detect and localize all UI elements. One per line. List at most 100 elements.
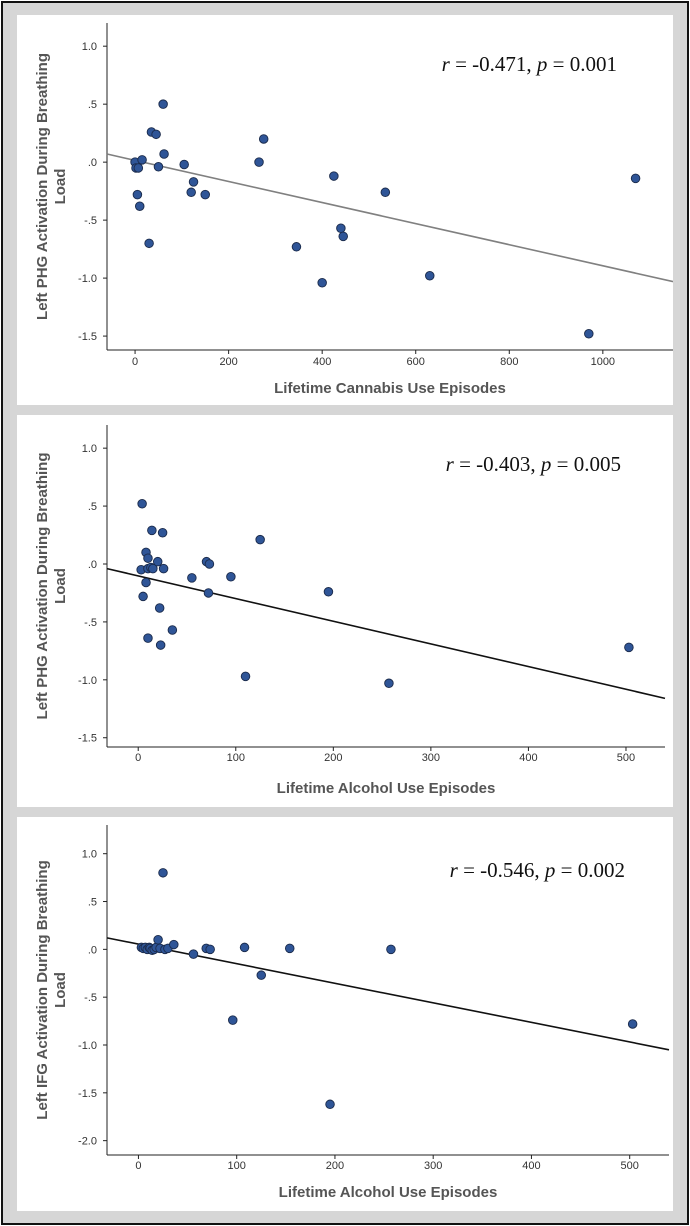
x-tick-label: 300 (422, 752, 440, 764)
data-point (158, 563, 169, 574)
y-tick-label: .5 (88, 501, 97, 513)
data-point (153, 935, 163, 945)
y-tick-label: -1.0 (78, 1040, 97, 1052)
r-value: = -0.546, (458, 858, 545, 882)
correlation-annotation: r = -0.403, p = 0.005 (446, 452, 621, 476)
data-point (143, 553, 153, 563)
data-point (167, 625, 178, 635)
x-tick-label: 600 (407, 356, 425, 368)
panel-alcohol-phg: 1.0 .5 .0 -.5 -1.0 -1.5 0 100 200 300 400 500 Lifeti… (17, 415, 673, 807)
y-tick-label: 1.0 (82, 41, 97, 53)
data-point (425, 271, 435, 281)
data-point (329, 171, 339, 181)
data-point (137, 499, 147, 509)
data-point (203, 588, 214, 598)
chart-alcohol-phg: 1.0 .5 .0 -.5 -1.0 -1.5 0 100 200 300 400 500 Lifeti… (34, 425, 666, 797)
data-point (169, 939, 179, 950)
data-point (154, 603, 165, 613)
p-symbol: p (535, 52, 548, 76)
y-tick-label: .0 (88, 559, 97, 571)
data-point (204, 559, 215, 569)
p-value: = 0.001 (547, 52, 617, 76)
data-point (228, 1015, 238, 1025)
x-tick-label: 400 (522, 1160, 540, 1172)
data-point (226, 571, 236, 582)
panel-alcohol-ifg: 1.0 .5 .0 -.5 -1.0 -1.5 -2.0 0 100 200 300 400 500 Li… (17, 817, 673, 1211)
data-point (133, 163, 144, 173)
p-symbol: p (539, 452, 552, 476)
x-tick-label: 200 (219, 356, 237, 368)
y-axis-title-line: Left IFG Activation During Breathing (34, 860, 51, 1119)
y-tick-label: -1.0 (78, 273, 97, 285)
y-tick-label: .5 (88, 897, 97, 909)
data-point (153, 162, 164, 172)
x-tick-label: 800 (500, 356, 518, 368)
x-tick-label: 0 (135, 1160, 141, 1172)
data-point (254, 157, 264, 167)
data-point (151, 129, 161, 140)
data-point (240, 671, 251, 682)
y-tick-label: -1.5 (78, 1088, 97, 1100)
y-axis-title-line: Left PHG Activation During Breathing (34, 453, 51, 720)
data-point (627, 1019, 638, 1029)
x-tick-label: 500 (617, 752, 635, 764)
r-value: = -0.471, (450, 52, 537, 76)
data-point (134, 201, 145, 211)
y-tick-label: -.5 (84, 617, 97, 629)
correlation-annotation: r = -0.471, p = 0.001 (442, 52, 617, 76)
data-point (239, 942, 250, 953)
x-tick-label: 300 (424, 1160, 442, 1172)
y-tick-label: -1.5 (78, 331, 97, 343)
correlation-annotation: r = -0.546, p = 0.002 (450, 858, 625, 882)
r-symbol: r (446, 452, 455, 476)
data-point (186, 187, 196, 198)
data-point (205, 944, 215, 955)
y-axis-title: Left IFG Activation During Breathing Load (34, 860, 69, 1119)
data-point (338, 231, 348, 242)
data-point (317, 277, 327, 288)
data-point (152, 556, 163, 567)
data-point (138, 591, 148, 602)
y-tick-label: -1.0 (78, 675, 97, 687)
data-point (155, 640, 166, 650)
y-tick-label: .5 (88, 99, 97, 111)
data-point (258, 134, 269, 144)
p-value: = 0.005 (551, 452, 621, 476)
data-point (188, 949, 199, 959)
fit-line (106, 153, 673, 283)
data-point (187, 573, 197, 583)
data-point (143, 633, 153, 643)
data-point (200, 189, 210, 200)
r-symbol: r (442, 52, 451, 76)
data-point (179, 159, 189, 170)
y-tick-label: .0 (88, 157, 97, 169)
x-tick-label: 400 (313, 356, 331, 368)
data-point (132, 189, 143, 200)
x-tick-label: 100 (228, 1160, 246, 1172)
r-symbol: r (450, 858, 459, 882)
data-point (624, 642, 634, 653)
data-point (147, 525, 157, 536)
panel-cannabis-phg: 1.0 .5 .0 -.5 -1.0 -1.5 0 200 400 600 800 1000 Lifet… (17, 15, 673, 405)
y-axis-title-line: Load (52, 972, 69, 1008)
data-point (323, 587, 334, 597)
y-axis-title: Left PHG Activation During Breathing Load (34, 453, 69, 720)
data-point (141, 577, 151, 588)
y-tick-label: -.5 (84, 992, 97, 1004)
data-point (284, 943, 295, 954)
x-axis-title: Lifetime Cannabis Use Episodes (274, 380, 506, 397)
x-tick-label: 100 (227, 752, 245, 764)
y-axis-title-line: Left PHG Activation During Breathing (34, 53, 51, 320)
y-axis-title-line: Load (52, 169, 69, 205)
r-value: = -0.403, (454, 452, 541, 476)
y-tick-label: 1.0 (82, 443, 97, 455)
data-point (256, 970, 267, 980)
data-point (144, 238, 154, 249)
y-tick-label: 1.0 (82, 849, 97, 861)
data-point (188, 177, 199, 187)
x-tick-label: 200 (324, 752, 342, 764)
y-tick-label: .0 (88, 944, 97, 956)
x-tick-label: 400 (519, 752, 537, 764)
data-point (325, 1099, 335, 1110)
